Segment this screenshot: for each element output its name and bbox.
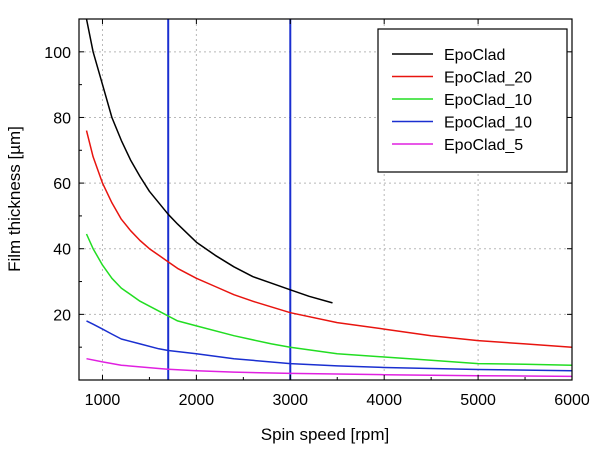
y-tick-label: 80: [53, 110, 71, 127]
y-tick-label: 40: [53, 242, 71, 259]
series-line: [86, 357, 573, 378]
x-tick-label: 4000: [366, 392, 402, 409]
series-line: [85, 233, 573, 366]
legend-label: EpoClad_10: [444, 115, 532, 132]
x-tick-label: 3000: [272, 392, 308, 409]
legend-label: EpoClad_5: [444, 137, 523, 154]
series-line: [86, 320, 573, 372]
y-axis-label: Film thickness [µm]: [5, 126, 24, 272]
axis-ticks: 1000 2000 3000 4000 5000 6000 20 40 60 80 100: [44, 19, 590, 409]
plot-frame: [78, 18, 573, 381]
legend-label: EpoClad_20: [444, 70, 532, 87]
y-tick-label: 60: [53, 176, 71, 193]
x-tick-label: 1000: [85, 392, 121, 409]
series-line: [85, 130, 573, 348]
legend-label: EpoClad_10: [444, 92, 532, 109]
legend-box: [377, 28, 568, 173]
x-tick-label: 5000: [460, 392, 496, 409]
y-tick-label: 20: [53, 307, 71, 324]
y-tick-label: 100: [44, 45, 71, 62]
legend-label: EpoClad: [444, 47, 505, 64]
x-tick-label: 6000: [554, 392, 590, 409]
legend: EpoClad EpoClad_20 EpoClad_10 EpoClad_10 Epo…: [377, 28, 568, 173]
vertical-markers: [167, 19, 292, 380]
series-lines: [85, 18, 573, 378]
x-tick-label: 2000: [179, 392, 215, 409]
x-axis-label: Spin speed [rpm]: [261, 425, 390, 444]
series-line: [85, 18, 333, 304]
